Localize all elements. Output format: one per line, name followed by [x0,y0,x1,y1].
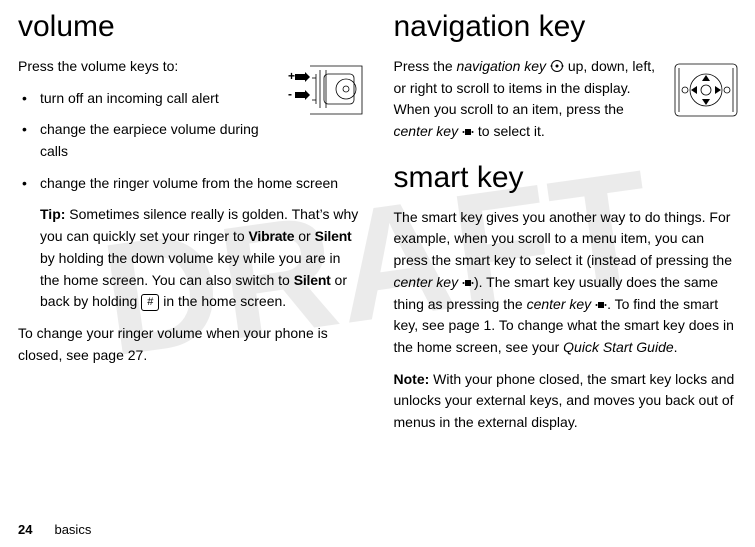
center-key-term-3: center key [527,296,592,312]
page-columns: volume + - Press t [0,0,755,442]
volume-outro: To change your ringer volume when your p… [18,323,364,366]
bullet-earpiece: change the earpiece volume during calls [18,119,364,162]
bullet-ringer: change the ringer volume from the home s… [18,173,364,195]
nav-key-glyph-icon [550,59,564,73]
tip-silent-1: Silent [315,228,352,244]
volume-tip: Tip: Sometimes silence really is golden.… [40,204,364,312]
left-column: volume + - Press t [18,10,364,442]
tip-vibrate: Vibrate [249,228,295,244]
tip-text-b: or [294,228,314,244]
page-number: 24 [18,522,32,537]
smart-key-note: Note: With your phone closed, the smart … [394,369,740,434]
tip-text-e: in the home screen. [159,293,286,309]
center-key-glyph-icon-1 [462,126,474,138]
quick-start-guide-term: Quick Start Guide [563,339,674,355]
nav-text-a: Press the [394,58,457,74]
navigation-key-illustration [673,60,739,120]
volume-heading: volume [18,10,364,44]
hash-keycap: # [141,294,159,311]
footer-section: basics [54,522,91,537]
tip-silent-2: Silent [294,272,331,288]
center-key-term-1: center key [394,123,459,139]
svg-text:+: + [288,69,295,83]
smart-key-paragraph: The smart key gives you another way to d… [394,207,740,359]
volume-bullets: turn off an incoming call alert change t… [18,88,364,195]
note-text: With your phone closed, the smart key lo… [394,371,735,430]
tip-label: Tip: [40,206,65,222]
center-key-term-2: center key [394,274,459,290]
bullet-incoming-alert: turn off an incoming call alert [18,88,364,110]
smart-text-d: . [674,339,678,355]
note-label: Note: [394,371,430,387]
center-key-glyph-icon-3 [595,299,607,311]
smart-text-a: The smart key gives you another way to d… [394,209,733,268]
nav-key-term: navigation key [457,58,547,74]
smart-key-heading: smart key [394,161,740,195]
page-footer: 24 basics [18,522,91,537]
center-key-glyph-icon-2 [462,277,474,289]
navigation-heading: navigation key [394,10,740,44]
nav-text-e: to select it. [474,123,545,139]
right-column: navigation key Press the navigation key … [394,10,740,442]
